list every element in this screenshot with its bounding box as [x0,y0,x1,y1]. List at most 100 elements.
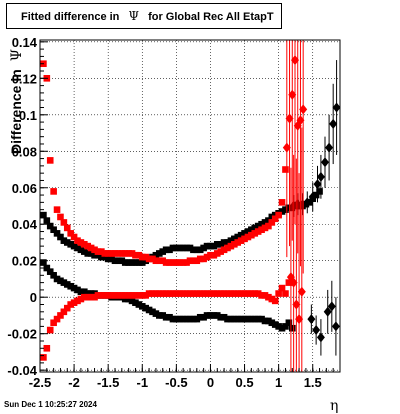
data-point [190,315,197,323]
data-point [67,241,74,248]
data-point [87,250,95,257]
data-point [193,257,201,265]
x-tick-label: 1 [275,375,282,390]
data-point [237,290,245,297]
data-point [108,250,115,257]
data-point [98,292,105,299]
data-point [203,242,211,250]
data-point [244,315,252,323]
data-point [162,259,170,266]
y-tick-label: -0.02 [7,327,37,342]
data-point [145,290,153,297]
data-point [70,299,78,306]
data-point [169,244,177,252]
data-point [81,241,88,248]
data-point [115,257,122,265]
data-point [156,312,163,319]
y-tick-label: -0.04 [7,363,37,378]
data-point [265,293,272,301]
data-point [207,290,214,297]
data-point [244,290,252,297]
data-point [135,301,143,308]
data-point [234,239,242,246]
data-point [251,230,259,237]
data-point [329,118,338,129]
data-point [104,250,112,257]
data-point [190,290,197,297]
y-axis-label: Difference in Ψ [8,49,25,154]
data-point [152,251,160,259]
data-point [241,315,248,323]
data-point [60,308,68,316]
data-point [169,315,177,323]
data-point [46,326,54,334]
data-point [74,297,81,305]
data-point [285,204,293,212]
data-point [231,235,238,243]
data-point [224,315,231,323]
data-point [77,246,85,254]
data-point [98,248,105,255]
data-point [224,239,231,246]
data-point [227,315,235,323]
data-point [74,286,81,294]
data-point [166,246,173,254]
data-point [91,290,98,297]
data-point [210,312,218,319]
data-point [210,251,218,259]
data-point [166,259,173,266]
data-point [84,293,92,301]
data-point [312,191,320,199]
data-point [248,315,255,323]
data-point [145,306,153,314]
data-point [142,304,149,312]
data-point [132,299,139,306]
data-point [196,246,204,254]
data-point [210,242,218,250]
data-point [265,217,272,224]
data-point [331,321,340,332]
data-point [108,255,115,263]
data-point [40,354,47,361]
data-point [268,295,276,303]
data-point [282,166,289,173]
data-point [53,315,61,323]
data-point [254,222,262,230]
data-point [275,290,282,297]
x-tick-label: -2.5 [29,375,51,390]
data-point [50,188,57,195]
data-point [50,319,57,327]
series-0 [40,188,323,266]
data-point [135,259,143,266]
data-point [251,224,259,232]
data-point [207,312,214,319]
data-point [94,251,102,259]
data-point [111,292,119,299]
data-point [128,259,136,266]
data-point [135,251,143,259]
data-point [125,259,132,266]
data-point [241,235,248,243]
data-point [81,288,88,296]
data-point [217,241,224,248]
data-point [149,308,156,316]
data-point [289,277,298,288]
data-point [288,89,297,100]
data-point [183,244,190,252]
x-tick-label: -0.5 [165,375,187,390]
data-point [50,272,57,279]
data-point [179,315,187,323]
data-point [156,250,163,257]
data-point [220,313,228,321]
data-point [193,246,201,254]
data-point [303,197,312,208]
data-point [193,290,201,297]
chart-title: Fitted difference in Ψ for Global Rec Al… [6,3,282,29]
data-point [176,259,184,266]
y-tick-label: 0 [30,290,37,305]
data-point [98,253,105,261]
data-point [40,211,47,219]
data-point [43,344,51,352]
data-point [261,224,269,232]
data-point [332,102,341,113]
